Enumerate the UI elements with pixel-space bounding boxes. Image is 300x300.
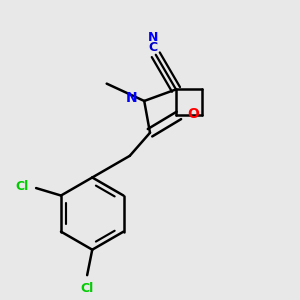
Text: N: N: [148, 31, 158, 44]
Text: Cl: Cl: [80, 282, 94, 296]
Text: C: C: [148, 41, 158, 54]
Text: Cl: Cl: [16, 180, 29, 193]
Text: O: O: [188, 107, 200, 121]
Text: N: N: [125, 91, 137, 105]
